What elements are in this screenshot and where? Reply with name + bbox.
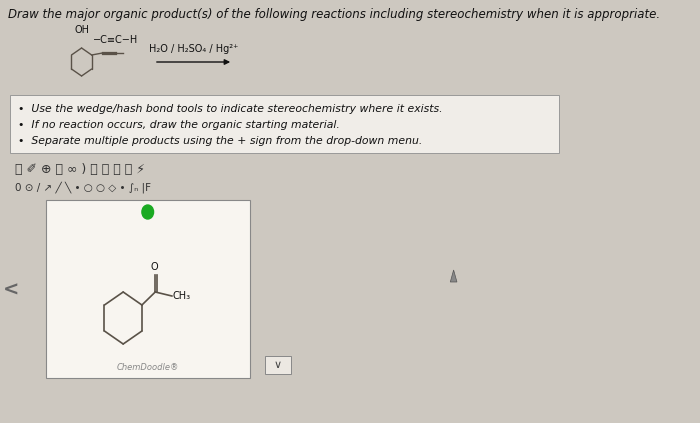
Text: ∨: ∨ xyxy=(274,360,282,370)
Polygon shape xyxy=(450,270,457,282)
Text: 0 ⊙ / ↗ ╱ ╲ • ○ ○ ◇ • ∫ₙ |F: 0 ⊙ / ↗ ╱ ╲ • ○ ○ ◇ • ∫ₙ |F xyxy=(15,181,151,193)
Text: •  Separate multiple products using the + sign from the drop-down menu.: • Separate multiple products using the +… xyxy=(18,136,423,146)
Text: ChemDoodle®: ChemDoodle® xyxy=(116,363,179,372)
Text: −C≡C−H: −C≡C−H xyxy=(92,35,138,45)
Bar xyxy=(46,200,250,378)
Circle shape xyxy=(142,205,153,219)
Text: O: O xyxy=(150,262,158,272)
Text: •  Use the wedge/hash bond tools to indicate stereochemistry where it exists.: • Use the wedge/hash bond tools to indic… xyxy=(18,104,443,114)
Text: CH₃: CH₃ xyxy=(173,291,191,301)
Text: 🐇 ✐ ⊕ ⦿ ∞ ) 🔃 🧸 🔍 🔎 ⚡: 🐇 ✐ ⊕ ⦿ ∞ ) 🔃 🧸 🔍 🔎 ⚡ xyxy=(15,163,145,176)
Text: H₂O / H₂SO₄ / Hg²⁺: H₂O / H₂SO₄ / Hg²⁺ xyxy=(149,44,238,54)
Bar xyxy=(10,95,559,153)
Text: OH: OH xyxy=(74,25,89,35)
Bar xyxy=(265,356,291,374)
Text: •  If no reaction occurs, draw the organic starting material.: • If no reaction occurs, draw the organi… xyxy=(18,120,340,130)
Text: Draw the major organic product(s) of the following reactions including stereoche: Draw the major organic product(s) of the… xyxy=(8,8,660,21)
Text: <: < xyxy=(3,280,19,299)
